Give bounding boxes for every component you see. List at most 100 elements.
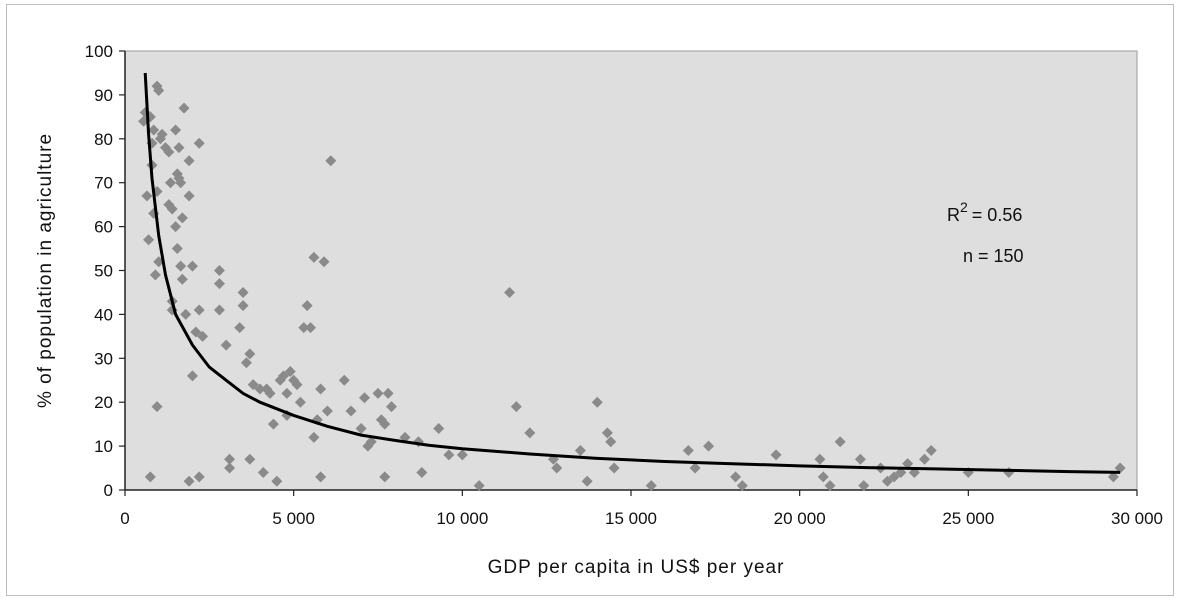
data-point	[645, 480, 657, 492]
data-point	[257, 466, 269, 478]
data-point	[151, 401, 163, 413]
data-point	[267, 418, 279, 430]
data-point	[186, 260, 198, 272]
data-point	[315, 471, 327, 483]
x-tick-label: 20 000	[774, 509, 826, 528]
data-point	[173, 142, 185, 154]
data-point	[318, 256, 330, 268]
y-tick-label: 40	[94, 305, 113, 324]
data-point	[524, 427, 536, 439]
data-point	[175, 260, 187, 272]
data-point	[165, 177, 177, 189]
data-point	[301, 300, 313, 312]
data-point	[294, 396, 306, 408]
x-axis-ticks: 0 5 000 10 000 15 000 20 000 25 000 30 000	[120, 490, 1163, 528]
data-point	[902, 458, 914, 470]
data-point	[144, 471, 156, 483]
data-point	[824, 480, 836, 492]
data-point	[689, 462, 701, 474]
y-tick-label: 10	[94, 437, 113, 456]
data-point	[443, 449, 455, 461]
data-point	[682, 444, 694, 456]
sample-size-annotation: n = 150	[963, 246, 1024, 266]
data-point	[382, 387, 394, 399]
data-point	[291, 379, 303, 391]
data-point	[271, 475, 283, 487]
data-point	[148, 124, 160, 136]
data-point	[325, 155, 337, 167]
data-point	[176, 273, 188, 285]
data-point	[193, 471, 205, 483]
r-squared-annotation: R2 = 0.56	[947, 199, 1022, 225]
y-tick-label: 20	[94, 393, 113, 412]
y-axis-ticks: 0 10 20 30 40 50 60 70 80 90 100	[85, 42, 125, 500]
data-point	[345, 405, 357, 417]
x-tick-label: 10 000	[436, 509, 488, 528]
data-point	[551, 462, 563, 474]
x-tick-label: 0	[120, 509, 129, 528]
data-point	[183, 475, 195, 487]
data-point	[240, 357, 252, 369]
data-point	[703, 440, 715, 452]
chart-frame: 0 10 20 30 40 50 60 70 80 90 100 0 5 000 10 000 15 00…	[6, 4, 1174, 596]
data-point	[385, 401, 397, 413]
data-point	[244, 348, 256, 360]
data-point	[456, 449, 468, 461]
data-point	[178, 102, 190, 114]
data-point	[359, 392, 371, 404]
data-point	[175, 177, 187, 189]
data-point	[355, 423, 367, 435]
data-point	[308, 431, 320, 443]
data-point	[193, 137, 205, 149]
y-tick-label: 30	[94, 349, 113, 368]
data-points	[138, 80, 1126, 492]
data-point	[814, 453, 826, 465]
y-tick-label: 80	[94, 130, 113, 149]
data-point	[817, 471, 829, 483]
data-point	[190, 326, 202, 338]
data-point	[244, 453, 256, 465]
data-point	[213, 278, 225, 290]
data-point	[605, 436, 617, 448]
data-point	[338, 374, 350, 386]
y-axis-title: % of population in agriculture	[35, 133, 56, 408]
data-point	[170, 221, 182, 233]
data-point	[834, 436, 846, 448]
data-point	[213, 304, 225, 316]
data-point	[881, 475, 893, 487]
data-point	[220, 339, 232, 351]
data-point	[581, 475, 593, 487]
data-point	[730, 471, 742, 483]
data-point	[473, 480, 485, 492]
y-tick-label: 0	[104, 481, 113, 500]
data-point	[163, 146, 175, 158]
data-point	[264, 387, 276, 399]
data-point	[176, 212, 188, 224]
y-tick-label: 100	[85, 42, 113, 61]
data-point	[591, 396, 603, 408]
data-point	[278, 370, 290, 382]
data-point	[433, 423, 445, 435]
data-point	[237, 286, 249, 298]
x-tick-label: 15 000	[605, 509, 657, 528]
data-point	[574, 444, 586, 456]
data-point	[247, 379, 259, 391]
data-point	[183, 190, 195, 202]
data-point	[365, 436, 377, 448]
data-point	[166, 203, 178, 215]
y-tick-label: 50	[94, 262, 113, 281]
data-point	[149, 269, 161, 281]
x-tick-label: 5 000	[272, 509, 315, 528]
data-point	[308, 251, 320, 263]
r-squared-base: R	[947, 205, 960, 225]
data-point	[237, 300, 249, 312]
data-point	[315, 383, 327, 395]
data-point	[213, 265, 225, 276]
data-point	[197, 330, 209, 342]
data-point	[180, 308, 192, 320]
data-point	[183, 155, 195, 167]
x-axis-title: GDP per capita in US$ per year	[488, 557, 785, 578]
x-tick-label: 30 000	[1111, 509, 1163, 528]
data-point	[153, 85, 165, 97]
data-point	[1114, 462, 1126, 474]
